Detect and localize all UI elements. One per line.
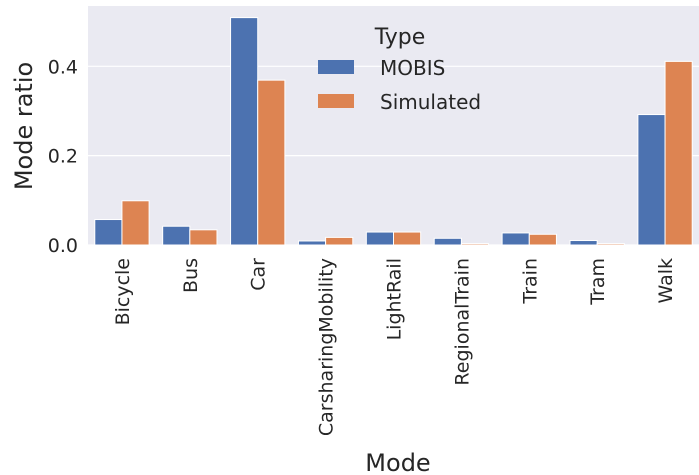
bar-simulated-lightrail [393,231,422,246]
x-tick-label: Car [248,258,270,291]
y-axis-label: Mode ratio [10,62,38,190]
legend-label-mobis: MOBIS [380,56,445,80]
x-ticks: Bicycle Bus Car CarsharingMobility LightRail… [112,258,677,436]
x-tick-label: CarsharingMobility [316,258,338,436]
bar-simulated-bus [189,229,218,246]
bar-mobis-carsharingmobility [297,240,327,246]
y-tick-label: 0.4 [48,56,78,78]
y-tick-label: 0.0 [48,235,78,257]
bar-simulated-walk [664,60,693,246]
bar-simulated-bicycle [121,200,150,246]
legend: Type MOBIS Simulated [318,25,481,114]
x-tick-label: Bicycle [112,258,134,325]
bar-simulated-car [257,79,286,246]
legend-title: Type [374,25,426,50]
x-tick-label: Train [519,258,541,305]
bar-mobis-lightrail [365,231,395,246]
x-axis-label: Mode [365,449,430,475]
bar-simulated-regionaltrain [460,243,490,246]
legend-swatch-simulated [318,94,354,108]
plot-background [88,6,699,245]
bars [94,17,693,246]
bar-mobis-bicycle [94,219,123,246]
bar-simulated-tram [596,243,625,246]
bar-mobis-car [230,17,259,246]
bar-simulated-train [528,233,557,246]
bar-mobis-tram [569,240,598,246]
bar-simulated-carsharingmobility [325,236,354,246]
bar-mobis-walk [637,114,666,246]
legend-label-simulated: Simulated [380,90,481,114]
x-tick-label: RegionalTrain [451,258,473,386]
y-ticks: 0.0 0.2 0.4 [48,56,78,257]
x-tick-label: Walk [655,258,677,304]
bar-mobis-bus [162,225,191,246]
x-tick-label: Tram [587,258,609,306]
x-tick-label: Bus [180,258,202,293]
bar-mobis-train [501,232,530,246]
y-tick-label: 0.2 [48,146,78,168]
legend-swatch-mobis [318,60,354,74]
x-tick-label: LightRail [384,258,406,340]
bar-mobis-regionaltrain [433,237,462,246]
